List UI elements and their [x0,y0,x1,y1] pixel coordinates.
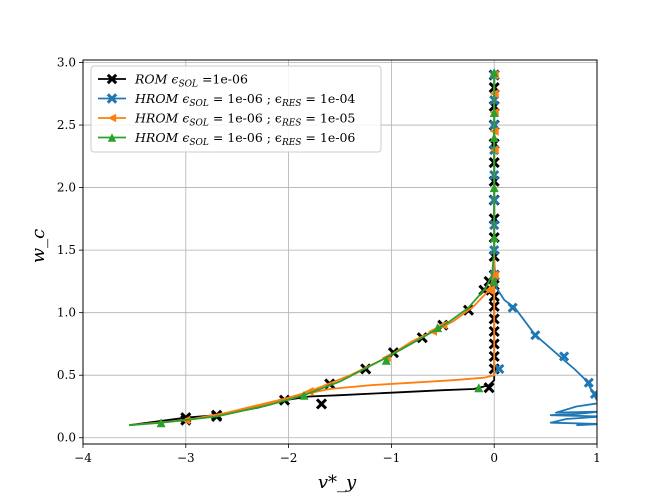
y-tick-label: 0.5 [57,368,76,382]
data-point-marker [304,386,314,396]
data-point-marker [484,285,494,295]
legend-text-part: HROM ϵ [134,91,189,106]
series-line [129,72,496,427]
legend-text-part: = 1e-06 ; ϵ [209,111,282,126]
x-tick-label: −3 [177,451,195,465]
legend-text-part: = 1e-05 [301,111,355,126]
data-point-marker [107,113,117,123]
y-tick-label: 0.0 [57,431,76,445]
legend-text-part: = 1e-06 ; ϵ [209,91,282,106]
x-tick-label: 1 [593,451,601,465]
data-point-marker [315,398,328,410]
legend-text-part: HROM ϵ [134,111,189,126]
legend-subscript: RES [281,99,302,109]
legend-subscript: SOL [189,138,209,148]
legend-subscript: SOL [189,119,209,129]
data-point-marker [106,93,118,104]
legend-subscript: SOL [178,80,198,90]
data-point-marker [589,388,597,400]
legend-subscript: RES [281,119,302,129]
y-tick-label: 2.5 [57,118,76,132]
y-tick-label: 2.0 [57,181,76,195]
legend-label: ROM ϵSOL =1e-06 [134,72,248,90]
data-point-marker [381,355,391,365]
data-point-marker [489,233,499,243]
data-point-marker [489,108,499,118]
x-tick-label: −2 [280,451,298,465]
x-tick-label: 0 [490,451,498,465]
data-point-marker [494,363,505,375]
series-4 [129,68,499,428]
legend-label: HROM ϵSOL = 1e-06 ; ϵRES = 1e-04 [134,91,355,109]
legend-subscript: SOL [189,99,209,109]
data-point-marker [483,382,495,394]
data-point-marker [583,377,594,388]
data-point-marker [107,133,117,142]
legend-item: HROM ϵSOL = 1e-06 ; ϵRES = 1e-06 [98,130,355,148]
x-axis-label-main: v*_y [318,472,357,493]
legend-item: ROM ϵSOL =1e-06 [98,72,248,90]
legend-box [90,65,382,153]
legend-text-part: =1e-06 [198,72,248,87]
series-layer [129,68,597,428]
data-point-marker [489,270,499,280]
data-point-marker [507,302,518,313]
legend-label: HROM ϵSOL = 1e-06 ; ϵRES = 1e-05 [134,111,355,129]
data-point-marker [489,276,499,286]
plot-frame [82,59,598,445]
data-point-marker [489,133,499,143]
data-point-marker [530,330,541,341]
legend-subscript: RES [281,138,302,148]
legend-text-part: HROM ϵ [134,130,189,145]
ticks: −4 −3 −2 −1 0 1 0.0 0.5 1.0 1.5 2.0 2.5 3.0 [57,56,601,465]
legend-item: HROM ϵSOL = 1e-06 ; ϵRES = 1e-05 [98,111,355,129]
y-tick-label: 3.0 [57,56,76,70]
data-point-marker [106,73,118,85]
legend-text-part: = 1e-06 [301,130,355,145]
x-axis-label: v*_y [318,472,357,493]
data-point-marker [489,68,499,78]
data-point-marker [559,351,570,362]
legend-item: HROM ϵSOL = 1e-06 ; ϵRES = 1e-04 [98,91,355,109]
data-point-marker [299,390,309,400]
legend-label: HROM ϵSOL = 1e-06 ; ϵRES = 1e-06 [134,130,355,148]
data-point-marker [156,418,166,428]
data-point-marker [474,383,484,393]
legend-text-part: = 1e-06 ; ϵ [209,130,282,145]
legend-text-part: ROM ϵ [134,72,178,87]
y-axis-label: w_c [28,229,49,264]
legend-text-part: = 1e-04 [301,91,355,106]
data-point-marker [489,183,499,193]
x-tick-label: −4 [74,451,92,465]
y-tick-label: 1.0 [57,306,76,320]
y-tick-label: 1.5 [57,243,76,257]
data-point-marker [433,323,443,333]
x-tick-label: −1 [383,451,401,465]
